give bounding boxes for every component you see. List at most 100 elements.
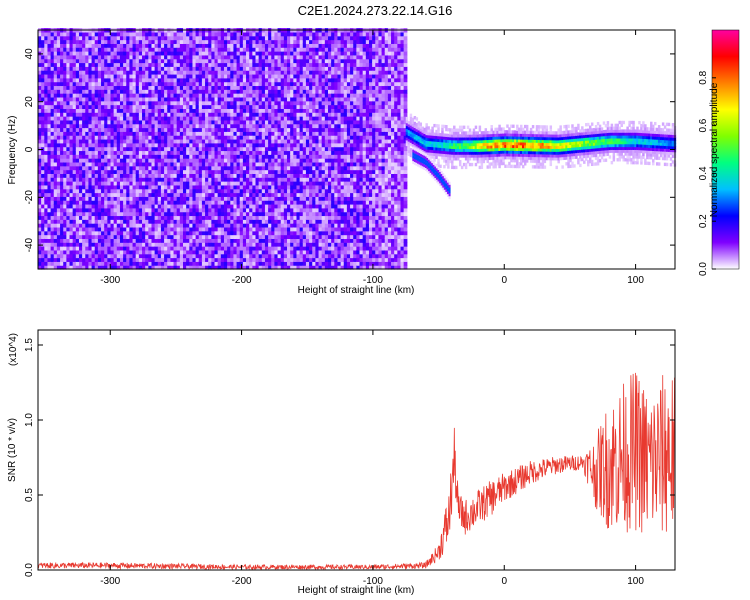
spectrogram-cell bbox=[53, 211, 58, 217]
spectrogram-cell bbox=[107, 203, 112, 209]
spectrogram-cell bbox=[47, 196, 52, 201]
spectrogram-cell bbox=[283, 47, 288, 52]
spectrogram-cell bbox=[132, 58, 137, 64]
spectrogram-cell bbox=[246, 169, 250, 174]
spectrogram-cell bbox=[217, 154, 222, 159]
spectrogram-cell bbox=[261, 89, 266, 94]
spectrogram-cell bbox=[94, 77, 99, 83]
spectrogram-cell bbox=[246, 158, 250, 163]
spectrogram-cell bbox=[82, 196, 86, 201]
spectrogram-cell bbox=[239, 154, 244, 159]
spectrogram-cell bbox=[129, 51, 134, 56]
spectrogram-cell bbox=[75, 196, 80, 201]
spectrogram-cell bbox=[230, 62, 235, 67]
spectrogram-cell bbox=[227, 234, 231, 239]
spectrogram-cell bbox=[104, 158, 108, 163]
spectrogram-cell bbox=[255, 58, 260, 64]
spectrogram-cell bbox=[223, 150, 228, 155]
spectrogram-cell bbox=[211, 123, 216, 129]
spectrogram-cell bbox=[72, 108, 77, 113]
spectrogram-cell bbox=[211, 73, 216, 79]
spectrogram-cell bbox=[211, 54, 216, 60]
spectrogram-cell bbox=[78, 253, 83, 259]
spectrogram-cell bbox=[264, 85, 269, 90]
spectrogram-cell bbox=[201, 62, 206, 67]
spectrogram-cell bbox=[264, 161, 269, 167]
spectrogram-cell bbox=[252, 184, 257, 190]
spectrogram-cell bbox=[201, 181, 206, 186]
spectrogram-cell bbox=[271, 35, 276, 41]
spectrogram-cell bbox=[164, 261, 168, 266]
spectrogram-cell bbox=[173, 211, 178, 217]
spectrogram-cell bbox=[119, 200, 124, 205]
spectrogram-cell bbox=[179, 62, 184, 67]
spectrogram-cell bbox=[69, 43, 74, 48]
spectrogram-cell bbox=[56, 35, 61, 41]
spectrogram-cell bbox=[173, 253, 178, 259]
spectrogram-cell bbox=[138, 146, 143, 152]
spectrogram-cell bbox=[88, 35, 93, 41]
spectrogram-cell bbox=[233, 242, 238, 247]
spectrogram-cell bbox=[164, 31, 168, 37]
spectrogram-cell bbox=[88, 142, 93, 148]
spectrogram-cell bbox=[157, 169, 162, 174]
spectrogram-cell bbox=[157, 203, 162, 209]
spectrogram-cell bbox=[88, 70, 93, 75]
spectrogram-cell bbox=[66, 265, 71, 270]
spectrogram-cell bbox=[132, 207, 137, 213]
spectrogram-cell bbox=[148, 58, 153, 64]
spectrogram-cell bbox=[280, 47, 285, 52]
spectrogram-cell bbox=[50, 135, 55, 140]
spectrogram-cell bbox=[126, 196, 131, 201]
spectrogram-cell bbox=[66, 173, 71, 178]
spectrogram-cell bbox=[60, 150, 64, 155]
spectrogram-cell bbox=[258, 81, 263, 87]
spectrogram-cell bbox=[280, 223, 285, 228]
spectrogram-cell bbox=[85, 47, 90, 52]
spectrogram-cell bbox=[287, 265, 291, 270]
spectrogram-cell bbox=[47, 207, 52, 213]
spectrogram-cell bbox=[183, 192, 187, 197]
spectrogram-cell bbox=[255, 39, 260, 44]
spectrogram-cell bbox=[264, 246, 269, 251]
spectrogram-cell bbox=[97, 104, 102, 109]
spectrogram-cell bbox=[126, 203, 131, 209]
spectrogram-cell bbox=[101, 73, 105, 79]
spectrogram-cell bbox=[223, 203, 228, 209]
spectrogram-cell bbox=[145, 181, 149, 186]
spectrogram-cell bbox=[195, 138, 200, 144]
spectrogram-cell bbox=[145, 169, 149, 174]
spectrogram-cell bbox=[252, 54, 257, 60]
spectrogram-cell bbox=[198, 47, 203, 52]
spectrogram-cell bbox=[142, 31, 146, 37]
spectrogram-cell bbox=[53, 43, 58, 48]
spectrogram-cell bbox=[239, 226, 244, 232]
spectrogram-cell bbox=[173, 47, 178, 52]
spectrogram-cell bbox=[176, 226, 181, 232]
spectrogram-cell bbox=[75, 81, 80, 87]
spectrogram-cell bbox=[91, 230, 96, 236]
spectrogram-cell bbox=[148, 116, 153, 121]
spectrogram-cell bbox=[186, 226, 190, 232]
spectrogram-cell bbox=[135, 54, 140, 60]
spectrogram-cell bbox=[113, 161, 118, 167]
spectrogram-cell bbox=[283, 249, 288, 255]
spectrogram-cell bbox=[107, 96, 112, 102]
spectrogram-cell bbox=[223, 51, 228, 56]
spectrogram-cell bbox=[123, 138, 127, 144]
spectrogram-cell bbox=[148, 146, 153, 152]
spectrogram-cell bbox=[192, 89, 197, 94]
spectrogram-cell bbox=[160, 238, 165, 243]
spectrogram-cell bbox=[220, 154, 225, 159]
spectrogram-cell bbox=[283, 119, 288, 125]
spectrogram-cell bbox=[110, 127, 115, 132]
spectrogram-cell bbox=[198, 188, 203, 194]
spectrogram-cell bbox=[236, 265, 241, 270]
spectrogram-cell bbox=[72, 66, 77, 71]
spectrogram-cell bbox=[236, 184, 241, 190]
spectrogram-cell bbox=[41, 73, 45, 79]
spectrogram-cell bbox=[50, 70, 55, 75]
spectrogram-cell bbox=[101, 207, 105, 213]
spectrogram-cell bbox=[101, 154, 105, 159]
